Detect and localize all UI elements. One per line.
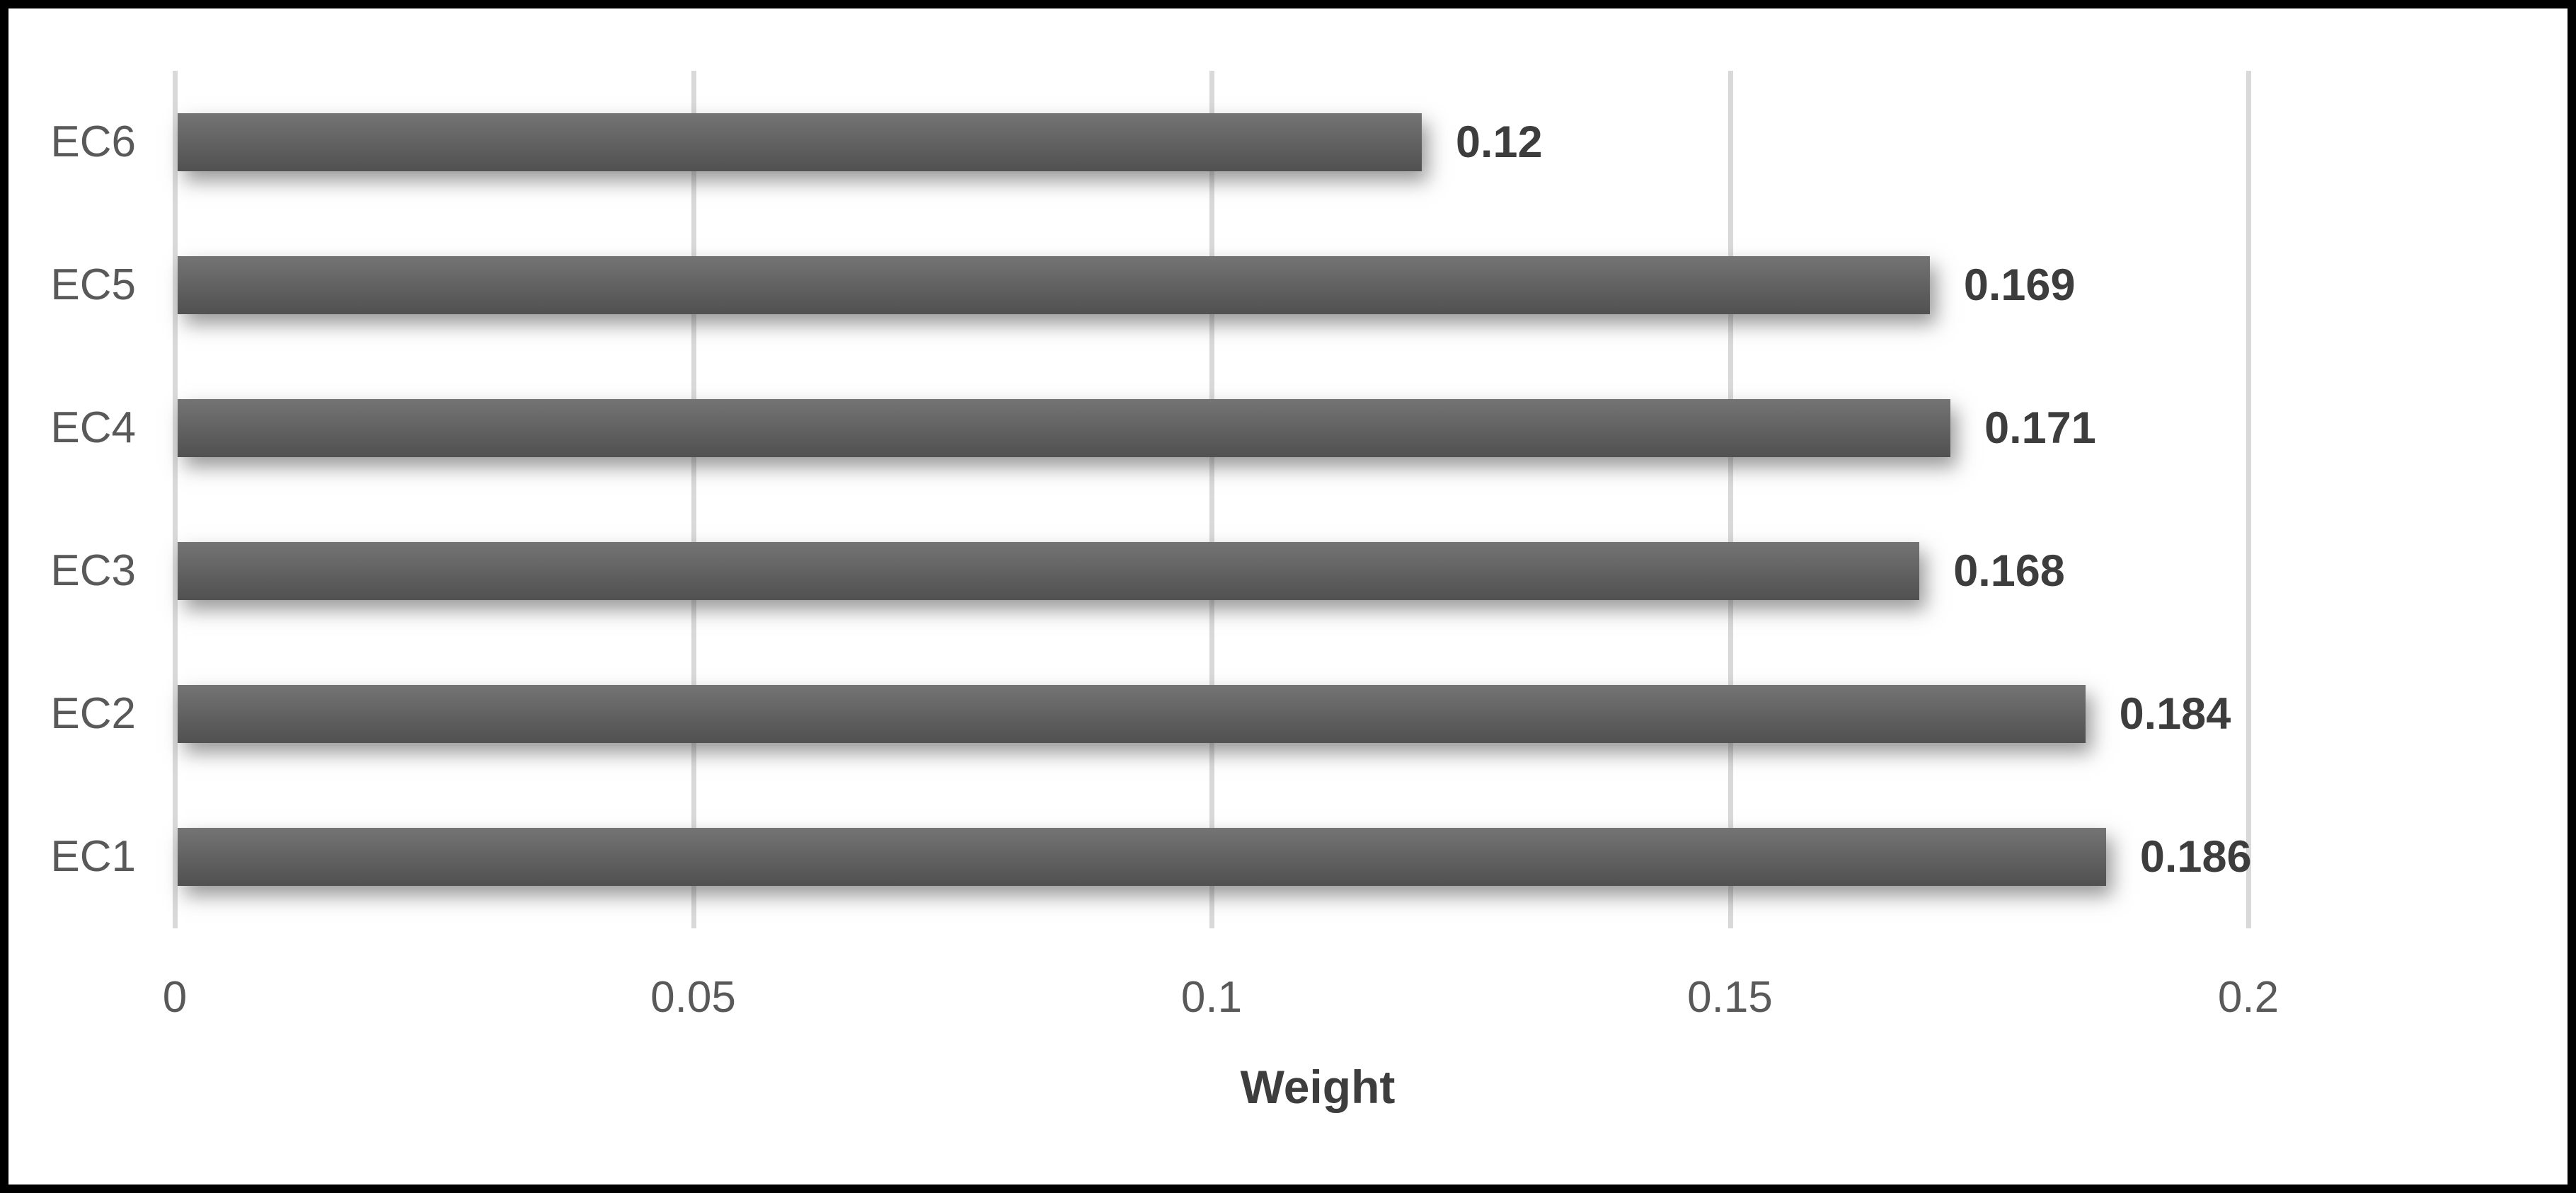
bar-value-label: 0.184 bbox=[2119, 689, 2231, 739]
category-label: EC6 bbox=[50, 117, 136, 166]
bar-value-label: 0.169 bbox=[1963, 260, 2076, 310]
x-tick-label: 0.05 bbox=[650, 973, 736, 1022]
bar-ec6 bbox=[178, 113, 1422, 171]
bar-ec3 bbox=[178, 542, 1920, 600]
x-tick-label: 0.1 bbox=[1180, 973, 1243, 1022]
x-tick-label: 0.2 bbox=[2217, 973, 2279, 1022]
plot-area: 0 0.05 0.1 0.15 0.2 EC6 0.12 EC5 0.169 EC4 0.171 EC… bbox=[8, 8, 2568, 1185]
category-label: EC1 bbox=[50, 832, 136, 881]
gridline-x-0.15 bbox=[1727, 71, 1733, 928]
bar-value-label: 0.171 bbox=[1984, 403, 2096, 453]
bar-ec1 bbox=[178, 828, 2106, 886]
bar-ec2 bbox=[178, 685, 2086, 743]
x-axis-title: Weight bbox=[1240, 1061, 1396, 1113]
gridline-x-0.05 bbox=[691, 71, 696, 928]
gridline-x-0.1 bbox=[1209, 71, 1214, 928]
bar-value-label: 0.12 bbox=[1456, 117, 1543, 167]
bar-ec5 bbox=[178, 256, 1930, 314]
gridline-x-0 bbox=[173, 71, 178, 928]
category-label: EC5 bbox=[50, 260, 136, 309]
category-label: EC2 bbox=[50, 689, 136, 738]
x-tick-label: 0 bbox=[162, 973, 188, 1022]
x-tick-label: 0.15 bbox=[1687, 973, 1773, 1022]
bar-value-label: 0.168 bbox=[1953, 546, 2065, 596]
category-label: EC4 bbox=[50, 403, 136, 452]
category-label: EC3 bbox=[50, 546, 136, 595]
gridline-x-0.2 bbox=[2246, 71, 2251, 928]
bar-ec4 bbox=[178, 399, 1951, 457]
bar-value-label: 0.186 bbox=[2139, 832, 2252, 882]
